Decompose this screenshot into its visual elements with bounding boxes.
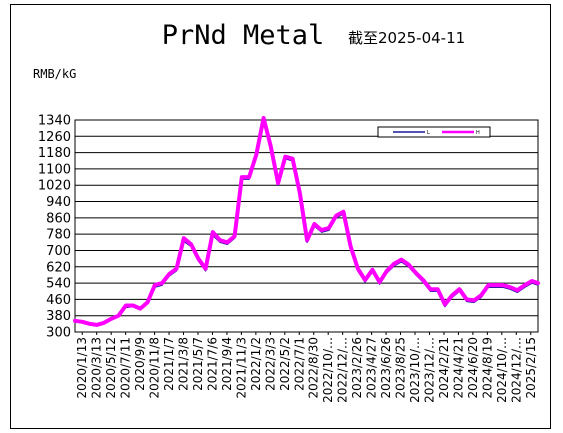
y-tick-label: 1100 — [38, 162, 71, 177]
y-tick-label: 860 — [46, 211, 71, 226]
legend-label-h: H — [476, 130, 480, 136]
x-tick-label: 2021/11/3 — [234, 337, 248, 399]
chart-subtitle: 截至2025-04-11 — [348, 29, 465, 47]
x-tick-label: 2025/2/15 — [524, 337, 538, 399]
x-tick-label: 2020/11/8 — [148, 337, 162, 399]
x-tick-label: 2024/6/20 — [466, 337, 480, 399]
x-tick-label: 2022/5/2 — [278, 337, 292, 391]
x-tick-label: 2020/3/13 — [90, 337, 104, 399]
series-layer — [73, 116, 540, 327]
y-axis-ticks: 3003804605406207007808609401020110011801… — [38, 114, 71, 341]
series-line-h — [73, 116, 540, 327]
x-tick-label: 2022/7/1 — [292, 337, 306, 391]
y-tick-label: 620 — [46, 260, 71, 275]
x-tick-label: 2020/7/11 — [119, 337, 133, 399]
x-tick-label: 2024/2/21 — [437, 337, 451, 399]
x-tick-label: 2023/10/… — [408, 337, 422, 403]
y-tick-label: 460 — [46, 293, 71, 308]
x-tick-label: 2021/3/8 — [177, 337, 191, 391]
x-tick-label: 2023/4/27 — [365, 337, 379, 399]
y-tick-label: 1340 — [38, 114, 71, 129]
chart-frame — [10, 4, 551, 429]
x-tick-label: 2023/12/… — [422, 337, 436, 403]
y-tick-label: 700 — [46, 244, 71, 259]
y-tick-label: 1260 — [38, 130, 71, 145]
y-tick-label: 1020 — [38, 179, 71, 194]
x-tick-label: 2022/3/3 — [263, 337, 277, 391]
x-tick-label: 2021/5/7 — [191, 337, 205, 391]
x-tick-label: 2022/12/… — [336, 337, 350, 403]
y-axis-unit: RMB/kG — [33, 67, 76, 81]
x-tick-label: 2020/9/9 — [133, 337, 147, 391]
y-tick-label: 380 — [46, 309, 71, 324]
x-tick-label: 2024/12/… — [509, 337, 523, 403]
x-tick-label: 2023/2/26 — [350, 337, 364, 399]
x-axis-ticks: 2020/1/13 2020/3/13 2020/5/12 2020/7/11 2020… — [75, 332, 538, 403]
legend-box — [377, 126, 491, 138]
x-tick-label: 2024/10/… — [495, 337, 509, 403]
y-tick-label: 780 — [46, 228, 71, 243]
x-tick-label: 2021/1/7 — [162, 337, 176, 391]
x-tick-label: 2021/9/4 — [220, 337, 234, 391]
y-tick-label: 540 — [46, 277, 71, 292]
x-tick-label: 2020/1/13 — [75, 337, 89, 399]
legend-label-l: L — [427, 130, 430, 136]
x-tick-label: 2023/8/25 — [394, 337, 408, 399]
x-tick-label: 2024/4/21 — [451, 337, 465, 399]
y-tick-label: 1180 — [38, 146, 71, 161]
x-tick-label: 2023/6/26 — [379, 337, 393, 399]
y-tick-label: 940 — [46, 195, 71, 210]
chart-legend: L H — [377, 126, 491, 138]
x-tick-label: 2022/8/30 — [307, 337, 321, 399]
x-tick-label: 2022/1/2 — [249, 337, 263, 391]
chart-title: PrNd Metal — [162, 20, 325, 51]
x-tick-label: 2024/8/19 — [480, 337, 494, 399]
x-tick-label: 2021/7/6 — [205, 337, 219, 391]
x-tick-label: 2020/5/12 — [104, 337, 118, 399]
plot-area — [74, 119, 539, 333]
x-tick-label: 2022/10/… — [321, 337, 335, 403]
y-tick-label: 300 — [46, 326, 71, 341]
